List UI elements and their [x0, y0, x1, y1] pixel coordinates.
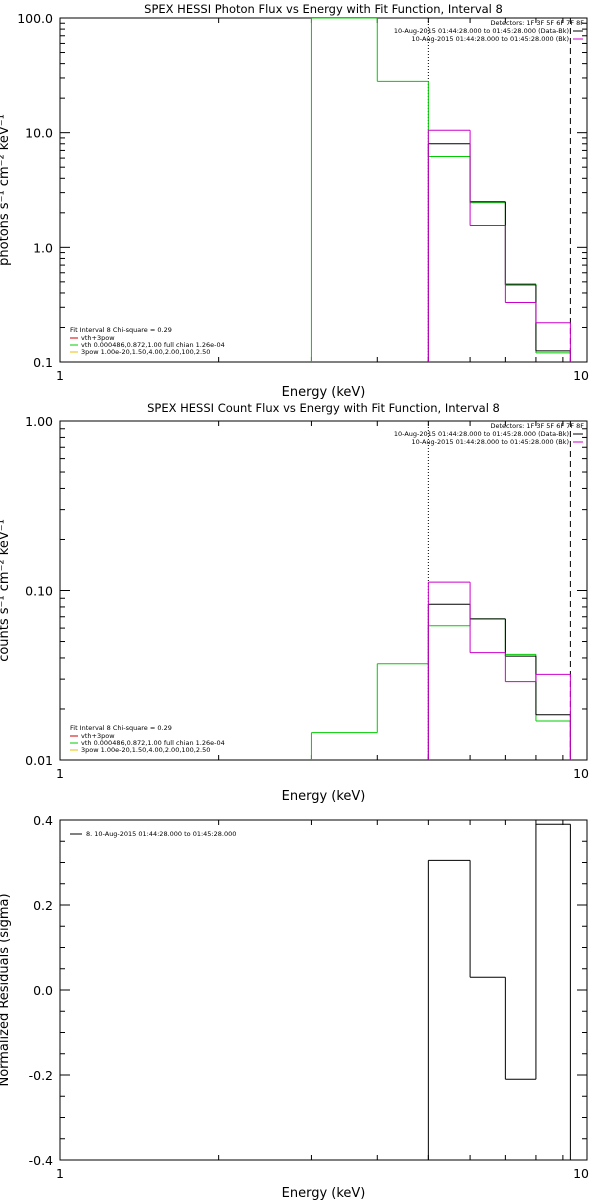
x-tick-label: 1 [56, 766, 64, 781]
chart-panel-1: SPEX HESSI Photon Flux vs Energy with Fi… [0, 2, 589, 400]
legend-entry-text: 3pow 1.00e-20,1.50,4.00,2.00,100,2.50 [81, 348, 210, 356]
x-tick-label: 10 [573, 368, 589, 383]
fit-header: Fit Interval 8 Chi-square = 0.29 [70, 724, 172, 732]
series-2 [427, 603, 571, 760]
legend-entry-text: vth 0.000486,0.872,1.00 full chian 1.26e… [81, 341, 225, 349]
legend-entry-text: 8. 10-Aug-2015 01:44:28.000 to 01:45:28.… [86, 830, 236, 838]
detectors-text: Detectors: 1F 3F 5F 6F 7F 8F [490, 422, 584, 430]
y-axis-label: Normalized Residuals (sigma) [0, 893, 12, 1086]
legend-entry-text: 10-Aug-2015 01:44:28.000 to 01:45:28.000… [394, 27, 569, 35]
y-tick-label: 0.2 [33, 898, 53, 913]
legend-entry-text: vth 0.000486,0.872,1.00 full chian 1.26e… [81, 739, 225, 747]
y-tick-label: 0.10 [25, 584, 53, 599]
legend-entry-text: vth+3pow [81, 334, 115, 342]
plot-data [427, 823, 571, 1160]
series-1 [427, 823, 571, 1160]
chart-title: SPEX HESSI Photon Flux vs Energy with Fi… [144, 2, 503, 16]
y-tick-label: 0.0 [33, 983, 53, 998]
series-2 [427, 143, 571, 362]
detectors-legend: Detectors: 1F 3F 5F 6F 7F 8F10-Aug-2015 … [394, 19, 584, 43]
legend-entry-text: 10-Aug-2015 01:44:28.000 to 01:45:28.000… [412, 35, 569, 43]
legend-entry-text: 10-Aug-2015 01:44:28.000 to 01:45:28.000… [394, 430, 569, 438]
y-axis-ticks: -0.4 -0.2 0.0 0.2 0.4 [29, 813, 587, 1168]
x-tick-label: 10 [573, 1166, 589, 1181]
legend-entry-text: 10-Aug-2015 01:44:28.000 to 01:45:28.000… [412, 438, 569, 446]
plot-frame [59, 420, 588, 761]
x-tick-label: 10 [573, 766, 589, 781]
x-tick-label: 1 [56, 368, 64, 383]
series-3 [427, 129, 571, 362]
plot-data [310, 421, 571, 760]
detectors-legend: Detectors: 1F 3F 5F 6F 7F 8F10-Aug-2015 … [394, 422, 584, 446]
y-axis-ticks: 0.1 1.0 10.0 100.0 [17, 11, 587, 370]
y-tick-label: 0.01 [25, 753, 53, 768]
series-1 [310, 618, 571, 760]
x-axis-label: Energy (keV) [282, 385, 366, 400]
series-3 [427, 581, 571, 760]
x-axis-ticks: 1 10 [56, 820, 589, 1181]
detectors-text: Detectors: 1F 3F 5F 6F 7F 8F [490, 19, 584, 27]
x-axis-label: Energy (keV) [282, 1186, 366, 1200]
y-tick-label: 1.0 [33, 240, 53, 255]
plot-data [310, 18, 571, 362]
x-tick-label: 1 [56, 1166, 64, 1181]
y-tick-label: -0.4 [29, 1153, 53, 1168]
fit-legend: Fit Interval 8 Chi-square = 0.29vth+3pow… [70, 326, 225, 356]
y-axis-label: photons s⁻¹ cm⁻² keV⁻¹ [0, 114, 12, 266]
y-axis-ticks: 0.01 0.10 1.00 [25, 414, 587, 768]
fit-header: Fit Interval 8 Chi-square = 0.29 [70, 326, 172, 334]
y-tick-label: 0.1 [33, 355, 53, 370]
legend-entry-text: vth+3pow [81, 732, 115, 740]
y-tick-label: 0.4 [33, 813, 53, 828]
y-tick-label: 100.0 [17, 11, 53, 26]
x-axis-label: Energy (keV) [282, 789, 366, 804]
chart-panel-3: 1 10 -0.4 -0.2 0.0 0.2 0.4 Energy (keV) Normaliz… [0, 813, 589, 1200]
plot-frame [59, 17, 588, 363]
y-tick-label: 1.00 [25, 414, 53, 429]
series-1 [310, 18, 571, 362]
y-axis-label: counts s⁻¹ cm⁻² keV⁻¹ [0, 519, 12, 662]
legend-entry-text: 3pow 1.00e-20,1.50,4.00,2.00,100,2.50 [81, 746, 210, 754]
residuals-legend: 8. 10-Aug-2015 01:44:28.000 to 01:45:28.… [70, 830, 236, 838]
y-tick-label: 10.0 [25, 126, 53, 141]
x-axis-ticks: 1 10 [56, 421, 589, 781]
y-tick-label: -0.2 [29, 1068, 53, 1083]
chart-title: SPEX HESSI Count Flux vs Energy with Fit… [147, 401, 500, 415]
chart-panel-2: SPEX HESSI Count Flux vs Energy with Fit… [0, 401, 589, 804]
fit-legend: Fit Interval 8 Chi-square = 0.29vth+3pow… [70, 724, 225, 754]
plot-frame [59, 819, 588, 1161]
